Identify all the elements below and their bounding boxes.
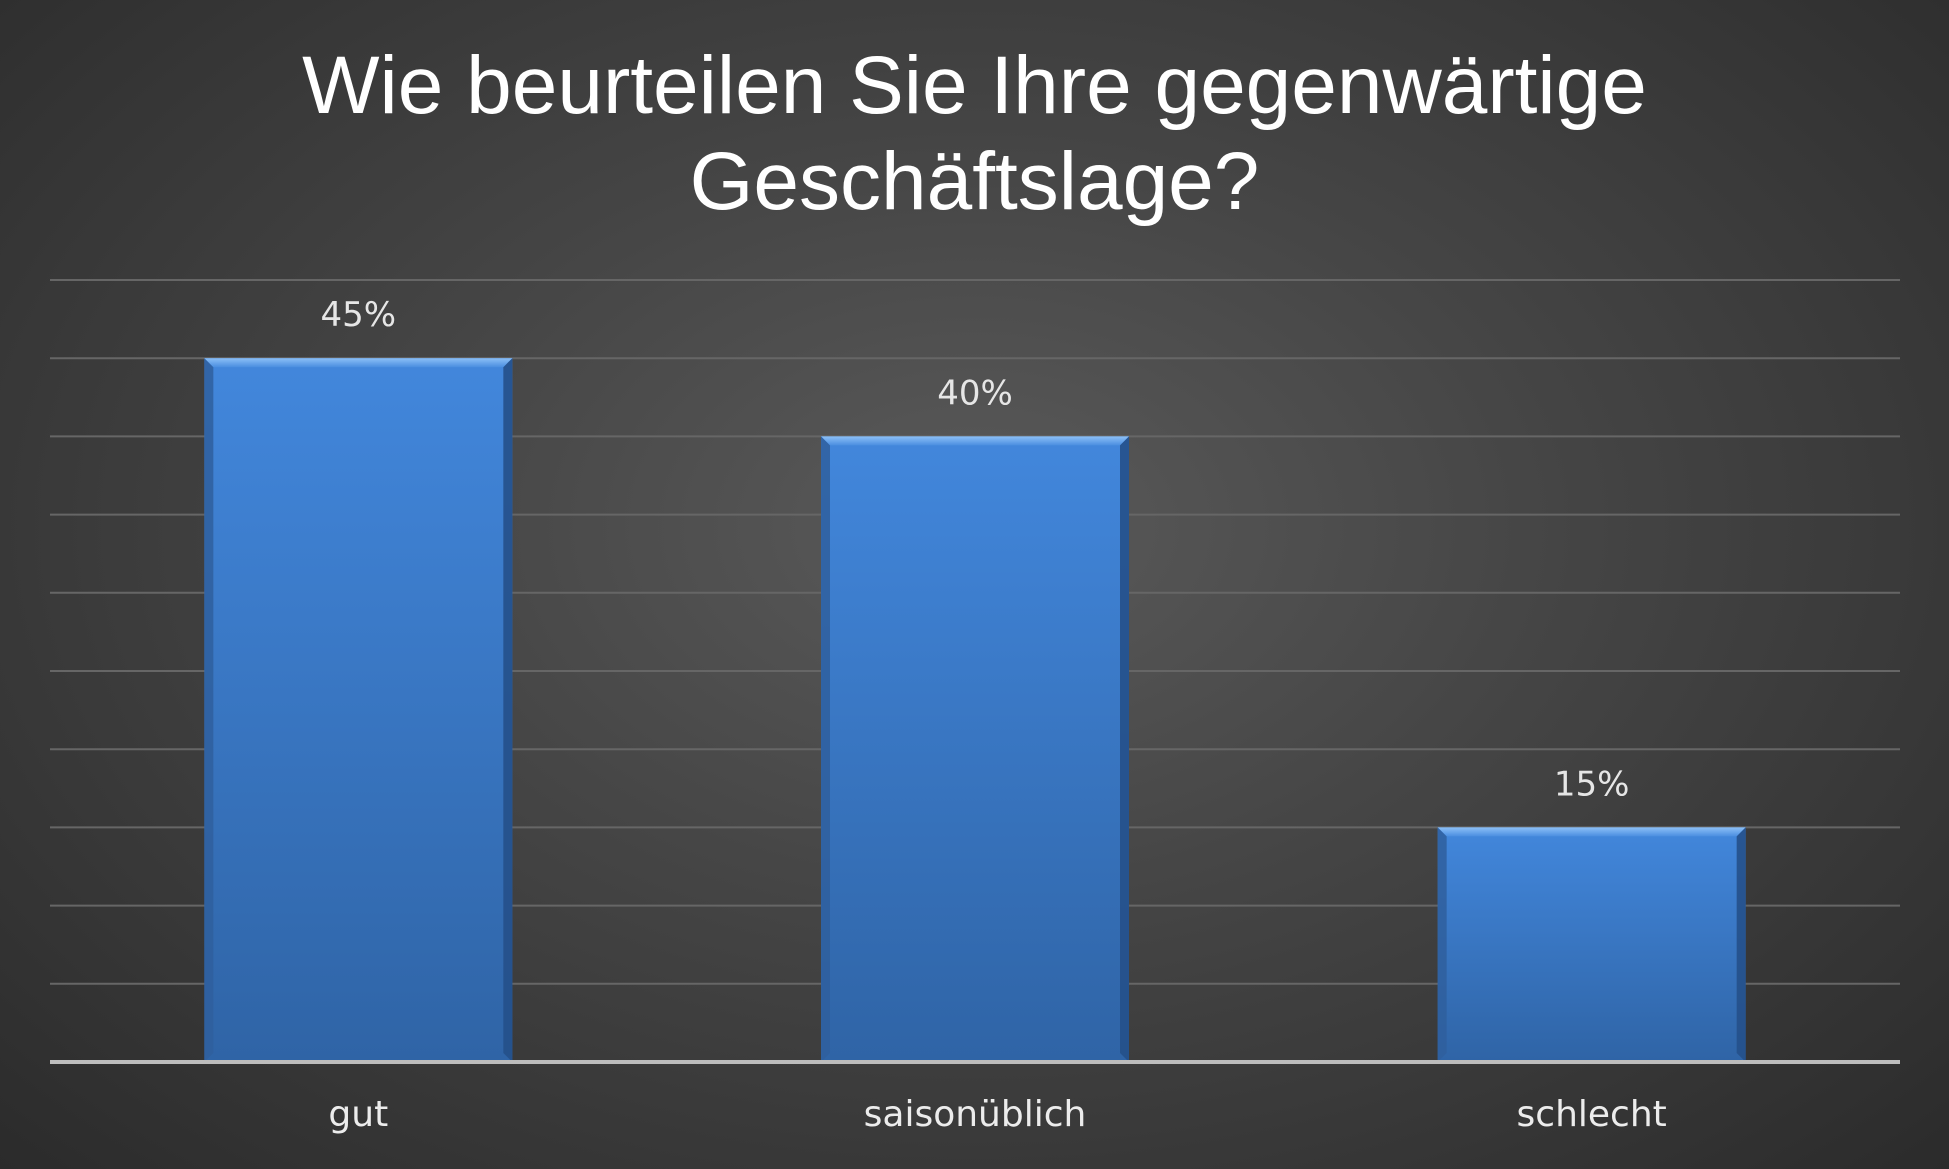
bar-top-bevel <box>204 358 513 368</box>
bar-left-bevel <box>821 436 830 1062</box>
chart-title-line-2: Geschäftslage? <box>689 136 1260 227</box>
bars <box>204 358 1746 1062</box>
bar-top-bevel <box>821 436 1129 446</box>
category-label: gut <box>328 1094 388 1135</box>
bar-left-bevel <box>204 358 214 1062</box>
data-label: 45% <box>321 295 397 335</box>
chart-title-line-1: Wie beurteilen Sie Ihre gegenwärtige <box>302 40 1647 131</box>
category-label: schlecht <box>1517 1094 1667 1135</box>
chart-title: Wie beurteilen Sie Ihre gegenwärtige Ges… <box>0 38 1949 230</box>
bar-saisonüblich <box>821 436 1129 1062</box>
category-axis-labels: gut saisonüblich schlecht <box>328 1094 1666 1135</box>
bar-left-bevel <box>1437 827 1447 1062</box>
data-label: 15% <box>1554 764 1630 804</box>
data-label: 40% <box>937 373 1013 413</box>
bar-body <box>821 436 1129 1062</box>
bar-right-bevel <box>1120 436 1129 1062</box>
bar-gut <box>204 358 513 1062</box>
bar-top-bevel <box>1437 827 1746 837</box>
bar-body <box>204 358 513 1062</box>
bar-right-bevel <box>1736 827 1746 1062</box>
bar-schlecht <box>1437 827 1746 1062</box>
category-label: saisonüblich <box>864 1094 1087 1135</box>
data-labels: 45% 40% 15% <box>321 295 1630 804</box>
bar-right-bevel <box>503 358 513 1062</box>
bar-body <box>1437 827 1746 1062</box>
